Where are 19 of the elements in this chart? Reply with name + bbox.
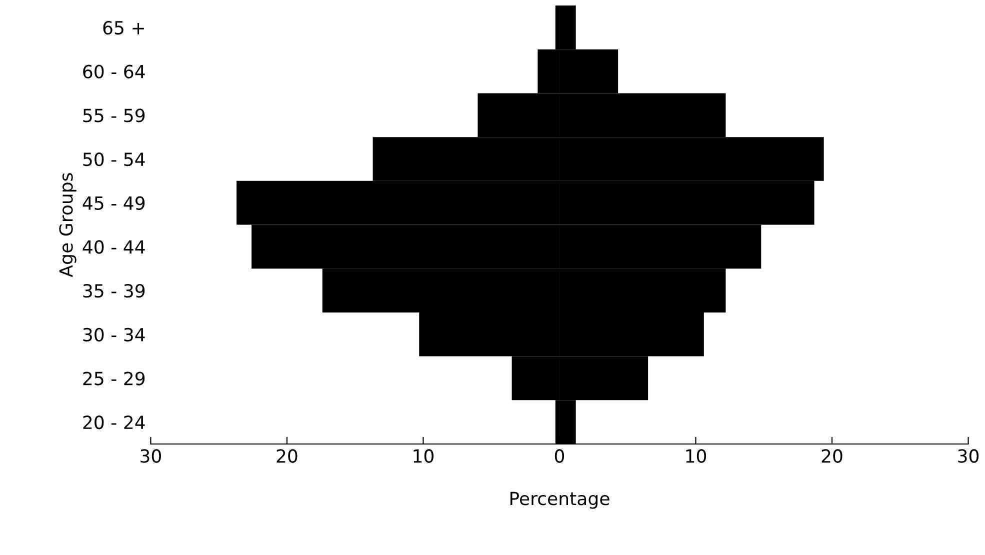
- y-tick-label: 55 - 59: [83, 108, 145, 122]
- y-tick-label: 30 - 34: [83, 328, 145, 342]
- x-tick-label: 20: [822, 449, 842, 463]
- x-axis-title: Percentage: [510, 492, 610, 509]
- y-tick-label: 20 - 24: [83, 416, 145, 430]
- x-tick-label: 10: [686, 449, 706, 463]
- y-tick-label: 60 - 64: [83, 64, 145, 78]
- x-tick-label: 30: [140, 449, 161, 463]
- x-tick-label: 20: [276, 449, 298, 463]
- x-tick-label: 30: [958, 449, 979, 463]
- y-tick-label: 25 - 29: [83, 372, 145, 386]
- y-tick-label: 40 - 44: [82, 240, 145, 254]
- x-tick-label: 10: [414, 449, 434, 463]
- y-tick-label: 50 - 54: [83, 152, 145, 166]
- y-tick-label: 45 - 49: [82, 196, 145, 210]
- y-tick-label: 65 +: [103, 20, 144, 35]
- y-axis-title: Age Groups: [59, 173, 76, 278]
- x-tick-label: 0: [554, 449, 564, 463]
- y-tick-label: 35 - 39: [83, 284, 145, 298]
